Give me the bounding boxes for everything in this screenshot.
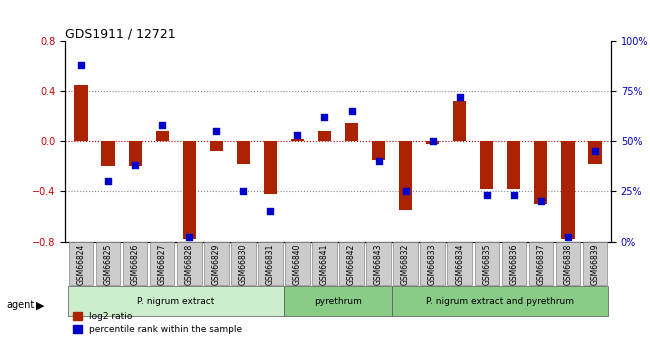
FancyBboxPatch shape xyxy=(285,241,309,285)
Point xyxy=(346,109,357,114)
Point xyxy=(508,193,519,198)
Bar xyxy=(426,141,439,144)
FancyBboxPatch shape xyxy=(204,241,229,285)
Point xyxy=(590,149,600,154)
Text: GSM66842: GSM66842 xyxy=(347,244,356,285)
Point xyxy=(211,129,222,134)
Bar xyxy=(453,101,467,141)
FancyBboxPatch shape xyxy=(258,241,283,285)
Text: GSM66843: GSM66843 xyxy=(374,244,383,285)
FancyBboxPatch shape xyxy=(582,241,607,285)
Point xyxy=(373,159,384,164)
Text: GSM66833: GSM66833 xyxy=(428,244,437,285)
Text: P. nigrum extract and pyrethrum: P. nigrum extract and pyrethrum xyxy=(426,296,574,306)
FancyBboxPatch shape xyxy=(528,241,553,285)
FancyBboxPatch shape xyxy=(284,286,392,316)
Bar xyxy=(561,141,575,239)
Bar xyxy=(344,123,358,141)
Point xyxy=(562,235,573,240)
Text: pyrethrum: pyrethrum xyxy=(314,296,362,306)
Text: GSM66827: GSM66827 xyxy=(158,244,167,285)
Text: P. nigrum extract: P. nigrum extract xyxy=(137,296,214,306)
Text: GSM66834: GSM66834 xyxy=(455,244,464,285)
Point xyxy=(400,189,411,194)
Bar xyxy=(101,141,115,167)
FancyBboxPatch shape xyxy=(556,241,580,285)
Point xyxy=(428,139,438,144)
Bar xyxy=(209,141,223,151)
Point xyxy=(184,235,194,240)
Bar xyxy=(237,141,250,164)
Bar xyxy=(399,141,412,210)
Text: GSM66824: GSM66824 xyxy=(77,244,86,285)
Text: GDS1911 / 12721: GDS1911 / 12721 xyxy=(65,27,176,40)
Bar xyxy=(155,131,169,141)
Text: agent: agent xyxy=(6,300,34,310)
Bar xyxy=(318,131,332,141)
FancyBboxPatch shape xyxy=(69,241,94,285)
Text: GSM66828: GSM66828 xyxy=(185,244,194,285)
FancyBboxPatch shape xyxy=(447,241,472,285)
Point xyxy=(265,209,276,214)
FancyBboxPatch shape xyxy=(502,241,526,285)
FancyBboxPatch shape xyxy=(339,241,364,285)
FancyBboxPatch shape xyxy=(96,241,120,285)
Text: GSM66839: GSM66839 xyxy=(590,244,599,285)
FancyBboxPatch shape xyxy=(392,286,608,316)
Legend: log2 ratio, percentile rank within the sample: log2 ratio, percentile rank within the s… xyxy=(70,308,246,338)
Bar xyxy=(372,141,385,160)
Bar xyxy=(480,141,493,189)
Text: GSM66835: GSM66835 xyxy=(482,244,491,285)
Bar xyxy=(507,141,521,189)
Bar xyxy=(129,141,142,167)
Bar xyxy=(264,141,277,194)
Point xyxy=(292,133,303,138)
Text: GSM66841: GSM66841 xyxy=(320,244,329,285)
Text: GSM66825: GSM66825 xyxy=(104,244,112,285)
FancyBboxPatch shape xyxy=(474,241,499,285)
Point xyxy=(76,63,86,68)
FancyBboxPatch shape xyxy=(177,241,202,285)
FancyBboxPatch shape xyxy=(123,241,148,285)
Text: GSM66826: GSM66826 xyxy=(131,244,140,285)
Text: ▶: ▶ xyxy=(36,300,44,310)
Text: GSM66832: GSM66832 xyxy=(401,244,410,285)
Text: GSM66831: GSM66831 xyxy=(266,244,275,285)
FancyBboxPatch shape xyxy=(393,241,418,285)
FancyBboxPatch shape xyxy=(367,241,391,285)
FancyBboxPatch shape xyxy=(150,241,174,285)
Text: GSM66830: GSM66830 xyxy=(239,244,248,285)
Bar xyxy=(534,141,547,204)
FancyBboxPatch shape xyxy=(312,241,337,285)
FancyBboxPatch shape xyxy=(421,241,445,285)
Point xyxy=(482,193,492,198)
Text: GSM66829: GSM66829 xyxy=(212,244,221,285)
FancyBboxPatch shape xyxy=(68,286,284,316)
Bar xyxy=(588,141,601,164)
Bar xyxy=(75,85,88,141)
Bar xyxy=(183,141,196,239)
Text: GSM66837: GSM66837 xyxy=(536,244,545,285)
Point xyxy=(238,189,248,194)
Point xyxy=(157,123,168,128)
Text: GSM66838: GSM66838 xyxy=(564,244,572,285)
Point xyxy=(454,95,465,100)
Point xyxy=(130,163,140,168)
Text: GSM66836: GSM66836 xyxy=(509,244,518,285)
Point xyxy=(319,115,330,120)
FancyBboxPatch shape xyxy=(231,241,255,285)
Point xyxy=(536,199,546,204)
Bar xyxy=(291,139,304,141)
Text: GSM66840: GSM66840 xyxy=(293,244,302,285)
Point xyxy=(103,179,114,184)
